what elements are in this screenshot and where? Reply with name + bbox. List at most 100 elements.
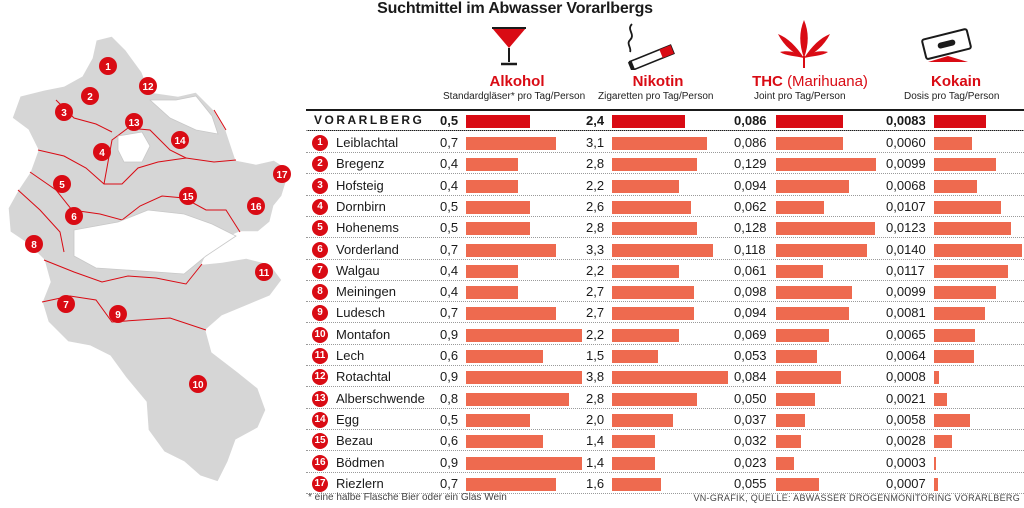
bar-nikotin xyxy=(612,435,655,449)
total-row: VORARLBERG 0,5 2,4 0,086 0,0083 xyxy=(306,110,1024,131)
svg-text:14: 14 xyxy=(174,136,186,147)
header-thc: THC (Marihuana) Joint pro Tag/Person xyxy=(746,73,886,103)
bar-kokain xyxy=(934,477,939,491)
value-label-thc: 0,055 xyxy=(734,475,767,491)
bar-alkohol xyxy=(466,286,518,300)
table-row: 4 Dornbirn 0,5 2,6 0,062 0,0107 xyxy=(306,196,1024,217)
bar-alkohol xyxy=(466,413,531,427)
map-badge-6: 6 xyxy=(65,207,83,225)
value-label-alkohol: 0,7 xyxy=(440,305,459,321)
table-row: 1 Leiblachtal 0,7 3,1 0,086 0,0060 xyxy=(306,132,1024,153)
map-badge-16: 16 xyxy=(247,197,265,215)
region-number-badge: 9 xyxy=(312,305,328,322)
map-badge-15: 15 xyxy=(179,187,197,205)
region-name: Rotachtal xyxy=(336,369,391,385)
bar-nikotin xyxy=(612,350,658,363)
bar-kokain xyxy=(934,328,975,342)
value-label-alkohol: 0,5 xyxy=(440,411,459,427)
map-badge-13: 13 xyxy=(125,113,143,131)
bar-kokain xyxy=(934,392,948,406)
bar-nikotin xyxy=(612,179,680,193)
bar-thc xyxy=(776,158,876,172)
value-label-kokain: 0,0064 xyxy=(886,348,926,363)
region-number-badge: 15 xyxy=(312,433,328,450)
svg-text:16: 16 xyxy=(250,202,262,213)
value-label-kokain: 0,0099 xyxy=(886,284,926,300)
region-number-badge: 3 xyxy=(312,177,328,194)
value-label-alkohol: 0,4 xyxy=(440,177,459,193)
map-badge-3: 3 xyxy=(55,103,73,121)
map-badge-8: 8 xyxy=(25,235,43,253)
value-label-alkohol: 0,7 xyxy=(440,241,459,257)
value-label-kokain: 0,0058 xyxy=(886,411,926,427)
map-badge-10: 10 xyxy=(189,375,207,393)
series-unit-nikotin: Zigaretten pro Tag/Person xyxy=(598,91,714,102)
region-name: Meiningen xyxy=(336,284,396,300)
region-name: Leiblachtal xyxy=(336,135,399,150)
table-row: 13 Alberschwende 0,8 2,8 0,050 0,0021 xyxy=(306,388,1024,409)
bar-kokain xyxy=(934,243,1022,257)
region-number-badge: 1 xyxy=(312,135,328,151)
bar-kokain xyxy=(934,413,971,427)
value-label-alkohol: 0,6 xyxy=(440,433,459,449)
series-name-suffix-thc: (Marihuana) xyxy=(787,73,868,90)
region-name: Alberschwende xyxy=(336,390,425,406)
svg-text:8: 8 xyxy=(31,240,37,251)
value-label-thc: 0,118 xyxy=(734,241,766,257)
value-label-kokain: 0,0083 xyxy=(886,113,926,128)
region-name: Dornbirn xyxy=(336,198,386,214)
value-label-kokain: 0,0003 xyxy=(886,454,926,470)
value-label-alkohol: 0,7 xyxy=(440,135,459,150)
value-label-kokain: 0,0068 xyxy=(886,177,926,193)
value-label-thc: 0,128 xyxy=(734,220,767,236)
vorarlberg-map: 1 2 3 4 5 6 7 8 9 10 11 12 13 14 15 16 1… xyxy=(7,35,291,483)
value-label-alkohol: 0,9 xyxy=(440,326,459,342)
bar-alkohol xyxy=(466,137,557,150)
map-badge-4: 4 xyxy=(93,143,111,161)
bar-nikotin xyxy=(612,371,728,385)
bar-kokain xyxy=(934,179,977,193)
value-label-nikotin: 2,8 xyxy=(586,156,605,172)
bar-alkohol xyxy=(466,435,544,449)
svg-text:6: 6 xyxy=(71,212,77,223)
cannabis-leaf-icon xyxy=(778,20,830,68)
map-border-line xyxy=(213,109,227,131)
value-label-alkohol: 0,9 xyxy=(440,454,459,470)
value-label-alkohol: 0,7 xyxy=(440,475,459,491)
header-kokain: Kokain Dosis pro Tag/Person xyxy=(904,73,1024,103)
table-row: 12 Rotachtal 0,9 3,8 0,084 0,0008 xyxy=(306,366,1024,388)
bar-kokain xyxy=(934,371,940,385)
value-label-thc: 0,129 xyxy=(734,156,767,172)
value-label-kokain: 0,0099 xyxy=(886,156,926,172)
bar-kokain xyxy=(934,222,1012,236)
value-label-thc: 0,086 xyxy=(734,113,767,128)
value-label-kokain: 0,0007 xyxy=(886,475,926,491)
bar-thc xyxy=(776,392,815,406)
value-label-alkohol: 0,9 xyxy=(440,369,459,385)
bar-thc xyxy=(776,264,824,278)
value-label-alkohol: 0,5 xyxy=(440,220,459,236)
region-name: Egg xyxy=(336,411,360,427)
bar-nikotin xyxy=(612,286,695,300)
table-row: 11 Lech 0,6 1,5 0,053 0,0064 xyxy=(306,345,1024,366)
header-nikotin: Nikotin Zigaretten pro Tag/Person xyxy=(598,73,728,103)
map-badge-9: 9 xyxy=(109,305,127,323)
svg-text:3: 3 xyxy=(61,108,67,119)
value-label-nikotin: 2,7 xyxy=(586,305,605,321)
series-name-nikotin: Nikotin xyxy=(632,73,684,90)
bar-alkohol xyxy=(466,328,582,342)
razor-blade-icon xyxy=(921,28,972,62)
bar-nikotin xyxy=(612,392,698,406)
bar-thc xyxy=(776,328,830,342)
svg-text:5: 5 xyxy=(59,180,65,191)
svg-text:13: 13 xyxy=(128,118,140,129)
region-number-badge: 12 xyxy=(312,369,328,386)
region-name: Hohenems xyxy=(336,220,399,236)
svg-text:10: 10 xyxy=(192,380,204,391)
map-white-area xyxy=(148,95,219,135)
region-number-badge: 11 xyxy=(312,348,328,364)
bar-thc xyxy=(776,435,801,449)
series-unit-thc: Joint pro Tag/Person xyxy=(754,91,846,102)
value-label-nikotin: 3,3 xyxy=(586,241,605,257)
region-number-badge: 7 xyxy=(312,262,328,279)
